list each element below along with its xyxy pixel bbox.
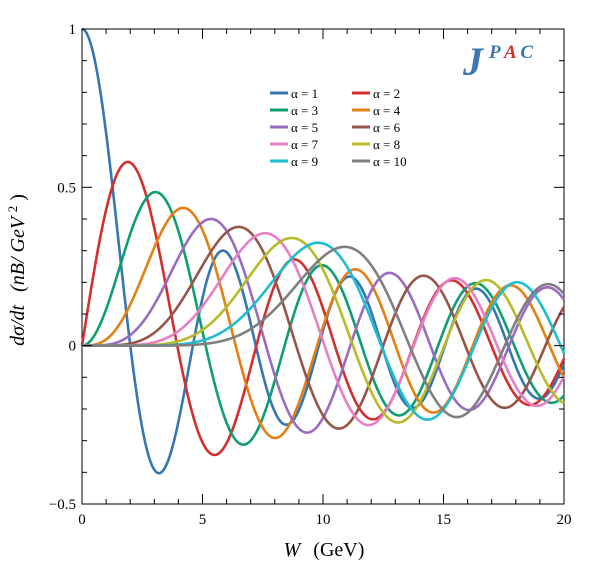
- legend-label: α = 10: [373, 154, 407, 169]
- logo-a: A: [503, 42, 516, 63]
- legend: α = 1 α = 2 α = 3 α = 4 α = 5 α = 6 α = 7 α = 8…: [270, 86, 407, 169]
- y-axis-unit: (nB/ GeV: [7, 214, 29, 292]
- legend-item-alpha-3: α = 3: [270, 103, 318, 118]
- logo-p: P: [488, 42, 501, 63]
- series-line-alpha-1: [81, 27, 566, 475]
- series-line-alpha-5: [81, 217, 566, 434]
- legend-label: α = 2: [373, 86, 400, 101]
- jpac-logo: J P A C: [462, 39, 533, 84]
- legend-label: α = 5: [291, 120, 318, 135]
- legend-label: α = 1: [291, 86, 318, 101]
- legend-item-alpha-9: α = 9: [270, 154, 318, 169]
- y-axis-unit-close: ): [7, 194, 29, 201]
- y-tick-label: 0.5: [57, 180, 76, 196]
- series-line-alpha-3: [81, 190, 565, 446]
- legend-item-alpha-2: α = 2: [352, 86, 400, 101]
- x-tick-label: 20: [557, 512, 572, 528]
- x-tick-label: 15: [436, 512, 451, 528]
- legend-item-alpha-8: α = 8: [352, 137, 400, 152]
- legend-label: α = 7: [291, 137, 319, 152]
- x-tick-label: 5: [199, 512, 207, 528]
- x-tick-label: 0: [78, 512, 86, 528]
- y-tick-label: −0.5: [49, 497, 76, 513]
- legend-item-alpha-6: α = 6: [352, 120, 401, 135]
- series-line-alpha-6: [81, 225, 566, 430]
- series-line-alpha-4: [81, 206, 566, 440]
- legend-item-alpha-1: α = 1: [270, 86, 318, 101]
- x-tick-label: 10: [316, 512, 331, 528]
- logo-superscript: P A C: [488, 42, 533, 63]
- y-axis-label: dσ/dt (nB/ GeV 2 ): [0, 194, 29, 346]
- legend-item-alpha-7: α = 7: [270, 137, 319, 152]
- legend-item-alpha-4: α = 4: [352, 103, 401, 118]
- series-lines: [80, 27, 566, 475]
- y-axis-unit-exponent: 2: [5, 206, 20, 213]
- legend-label: α = 9: [291, 154, 318, 169]
- x-axis-unit: (GeV): [313, 539, 364, 561]
- tick-labels: 0 5 10 15 20−0.500.51: [49, 22, 572, 528]
- legend-label: α = 4: [373, 103, 401, 118]
- series-line-alpha-7: [81, 231, 566, 427]
- legend-label: α = 6: [373, 120, 401, 135]
- legend-item-alpha-10: α = 10: [352, 154, 407, 169]
- x-axis-label: W (GeV): [284, 539, 365, 561]
- series-line-alpha-10: [81, 245, 565, 419]
- y-axis-variable: dσ/dt: [7, 304, 29, 345]
- x-axis-variable: W: [284, 539, 303, 561]
- y-tick-label: 1: [69, 22, 77, 38]
- logo-j: J: [462, 39, 485, 84]
- legend-item-alpha-5: α = 5: [270, 120, 318, 135]
- y-tick-label: 0: [69, 339, 77, 355]
- logo-c: C: [520, 42, 533, 63]
- legend-label: α = 8: [373, 137, 400, 152]
- legend-label: α = 3: [291, 103, 318, 118]
- axis-ticks: [81, 28, 565, 505]
